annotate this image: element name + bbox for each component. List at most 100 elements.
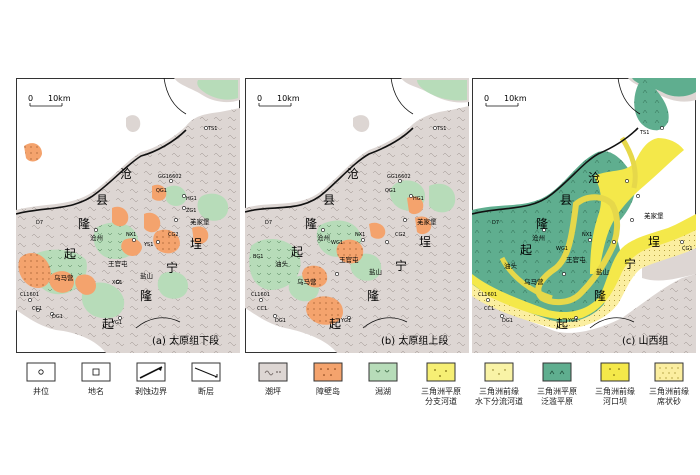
panel-caption: (b) 太原组上段 bbox=[381, 334, 448, 347]
region-label: 隆 bbox=[78, 216, 90, 231]
well-label: NX1 bbox=[582, 232, 592, 238]
legend-item-delta-plain-flood: 三角洲平原 泛滥平原 bbox=[528, 362, 586, 407]
fault-icon bbox=[191, 362, 221, 382]
region-label: 起 bbox=[520, 243, 532, 257]
well-label: QG1 bbox=[385, 188, 396, 194]
region-label: 隆 bbox=[367, 288, 379, 303]
well-label: CL1601 bbox=[251, 292, 270, 298]
erosion-boundary-line bbox=[16, 129, 187, 215]
scale-bar-length: 10km bbox=[504, 94, 527, 103]
lagoon-icon bbox=[368, 362, 398, 382]
panel-caption: (c) 山西组 bbox=[622, 334, 668, 347]
region-label: 宁 bbox=[166, 260, 178, 275]
legend-item-fault: 断层 bbox=[177, 362, 235, 397]
fault-line bbox=[589, 78, 641, 329]
legend-item-sheet-sand: 三角洲前缘 席状砂 bbox=[640, 362, 698, 407]
delta-plain-flood-icon bbox=[542, 362, 572, 382]
well-label: DG1 bbox=[52, 314, 63, 320]
delta-plain-channel-area bbox=[499, 136, 638, 306]
place-label: 乌马营 bbox=[524, 277, 544, 286]
well-label: CG2 bbox=[168, 232, 179, 238]
well-label: YG1 bbox=[340, 318, 351, 324]
well-label: TS1 bbox=[207, 126, 217, 132]
well-label: WG1 bbox=[331, 240, 343, 246]
region-label: 沧 bbox=[120, 166, 132, 181]
well-label: CC1 bbox=[257, 306, 267, 312]
scale-bar-zero: 0 bbox=[257, 94, 262, 103]
well-label: XG1 bbox=[112, 280, 122, 286]
map-panel-a: 0 10km 沧 县 隆 起 埕 宁 隆 起 沧州 王官屯 盐山 乌马营 羌家堡… bbox=[16, 78, 240, 353]
place-name-icon bbox=[81, 362, 111, 382]
well-label: CC1 bbox=[484, 306, 494, 312]
scale-bar-length: 10km bbox=[48, 94, 71, 103]
delta-front-mouthbar-icon bbox=[600, 362, 630, 382]
well-label: TS1 bbox=[436, 126, 446, 132]
region-label: 县 bbox=[560, 193, 572, 207]
region-label: 埕 bbox=[648, 235, 660, 249]
well-label: D7 bbox=[492, 220, 499, 226]
legend-item-place: 地名 bbox=[67, 362, 125, 397]
well-label: D7 bbox=[36, 220, 43, 226]
well-label: NX1 bbox=[355, 232, 365, 238]
place-label: 沧州 bbox=[90, 233, 103, 242]
well-label: DG1 bbox=[502, 318, 513, 324]
legend-item-erosion: 剥蚀边界 bbox=[122, 362, 180, 397]
region-label: 隆 bbox=[536, 216, 548, 231]
barrier-island-area bbox=[302, 196, 432, 325]
erosion-boundary-line bbox=[472, 127, 639, 215]
barrier-island-icon bbox=[313, 362, 343, 382]
legend: 井位 地名 剥蚀边界 断层 潮坪 bbox=[0, 362, 700, 472]
well-label: NX1 bbox=[126, 232, 136, 238]
legend-item-delta-front-channel: 三角洲前缘 水下分流河道 bbox=[470, 362, 528, 407]
barrier-island-area bbox=[18, 143, 209, 295]
region-label: 县 bbox=[323, 193, 335, 207]
well-markers bbox=[259, 126, 437, 320]
well-label: GG16602 bbox=[387, 174, 411, 180]
well-label: D7 bbox=[265, 220, 272, 226]
well-label: TS1 bbox=[639, 130, 649, 136]
delta-front-channel-icon bbox=[484, 362, 514, 382]
well-label: WG1 bbox=[556, 246, 568, 252]
place-label: 油头 bbox=[275, 259, 289, 268]
delta-plain-channel-icon bbox=[426, 362, 456, 382]
place-label: 乌马营 bbox=[54, 273, 74, 282]
place-label: 王官屯 bbox=[339, 255, 359, 264]
region-label: 宁 bbox=[395, 258, 407, 273]
region-label: 埕 bbox=[419, 235, 431, 249]
erosion-boundary-line bbox=[245, 127, 414, 213]
map-panel-b: 0 10km 沧 县 隆 起 埕 宁 隆 起 沧州 王官屯 盐山 乌马营 羌家堡… bbox=[245, 78, 469, 353]
legend-item-lagoon: 潟湖 bbox=[354, 362, 412, 397]
tidal-flat-icon bbox=[258, 362, 288, 382]
place-label: 盐山 bbox=[369, 267, 382, 276]
place-label: 沧州 bbox=[532, 233, 545, 242]
well-label: CG2 bbox=[395, 232, 406, 238]
well-label: GG16602 bbox=[158, 174, 182, 180]
delta-front-sheetsand-area bbox=[472, 228, 696, 329]
region-label: 起 bbox=[102, 317, 114, 331]
well-label: CL1601 bbox=[20, 292, 39, 298]
well-position-icon bbox=[26, 362, 56, 382]
well-label: HG1 bbox=[413, 196, 424, 202]
delta-front-sheetsand-icon bbox=[654, 362, 684, 382]
place-label: 乌马营 bbox=[297, 277, 317, 286]
place-label: 油头 bbox=[504, 261, 518, 270]
legend-item-mouth-bar: 三角洲前缘 河口坝 bbox=[586, 362, 644, 407]
region-label: 隆 bbox=[140, 288, 152, 303]
region-label: 起 bbox=[64, 247, 76, 261]
legend-item-delta-plain-channel: 三角洲平原 分支河道 bbox=[412, 362, 470, 407]
legend-item-barrier: 障壁岛 bbox=[299, 362, 357, 397]
panel-caption: (a) 太原组下段 bbox=[152, 334, 219, 347]
legend-item-well: 井位 bbox=[12, 362, 70, 397]
scale-bar-zero: 0 bbox=[484, 94, 489, 103]
well-label: QG1 bbox=[156, 188, 167, 194]
well-label: CL1601 bbox=[478, 292, 497, 298]
fault-line bbox=[362, 78, 414, 329]
place-label: 沧州 bbox=[317, 233, 330, 242]
place-label: 王官屯 bbox=[108, 259, 128, 268]
map-panel-c: 0 10km 沧 县 隆 起 埕 宁 隆 起 沧州 王官屯 盐山 乌马营 羌家堡… bbox=[472, 78, 696, 353]
well-label: ZG1 bbox=[186, 208, 196, 214]
place-label: 盐山 bbox=[140, 271, 153, 280]
region-label: 隆 bbox=[305, 216, 317, 231]
well-markers bbox=[486, 126, 684, 320]
well-label: BG1 bbox=[253, 254, 263, 260]
